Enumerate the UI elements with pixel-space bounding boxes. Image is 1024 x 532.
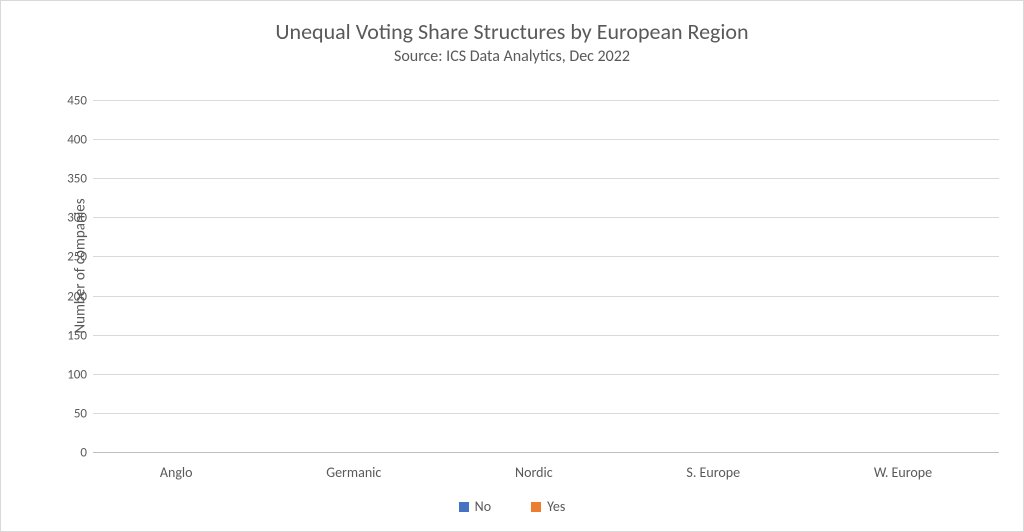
x-tick-label: Nordic (515, 464, 553, 481)
legend: No Yes (1, 498, 1023, 515)
gridline (93, 178, 999, 179)
gridline (93, 296, 999, 297)
plot-wrap: 050100150200250300350400450 (53, 101, 999, 453)
chart-frame: Unequal Voting Share Structures by Europ… (0, 0, 1024, 532)
legend-swatch (531, 502, 541, 512)
x-axis-labels: Anglo Germanic Nordic S. Europe W. Europe (93, 464, 999, 481)
y-tick-label: 400 (67, 133, 87, 148)
y-tick-label: 150 (67, 328, 87, 343)
gridline (93, 256, 999, 257)
gridline (93, 335, 999, 336)
gridline (93, 452, 999, 453)
y-axis-ticks: 050100150200250300350400450 (53, 101, 93, 453)
y-tick-label: 200 (67, 289, 87, 304)
gridline (93, 413, 999, 414)
y-tick-label: 250 (67, 250, 87, 265)
legend-swatch (459, 502, 469, 512)
gridline (93, 100, 999, 101)
gridline (93, 217, 999, 218)
y-tick-label: 300 (67, 211, 87, 226)
x-tick-label: Germanic (326, 464, 381, 481)
chart-subtitle: Source: ICS Data Analytics, Dec 2022 (21, 47, 1003, 66)
x-tick-label: W. Europe (874, 464, 932, 481)
x-tick-label: S. Europe (686, 464, 740, 481)
y-tick-label: 350 (67, 172, 87, 187)
legend-label: Yes (547, 498, 565, 515)
y-tick-label: 100 (67, 367, 87, 382)
plot-region (93, 101, 999, 453)
gridline (93, 374, 999, 375)
chart-title: Unequal Voting Share Structures by Europ… (21, 19, 1003, 45)
y-tick-label: 50 (74, 406, 87, 421)
x-tick-label: Anglo (160, 464, 193, 481)
plot-area (93, 101, 999, 453)
legend-item: Yes (531, 498, 565, 515)
y-tick-label: 0 (80, 446, 87, 461)
y-tick-label: 450 (67, 94, 87, 109)
legend-label: No (475, 498, 491, 515)
gridline (93, 139, 999, 140)
legend-item: No (459, 498, 491, 515)
